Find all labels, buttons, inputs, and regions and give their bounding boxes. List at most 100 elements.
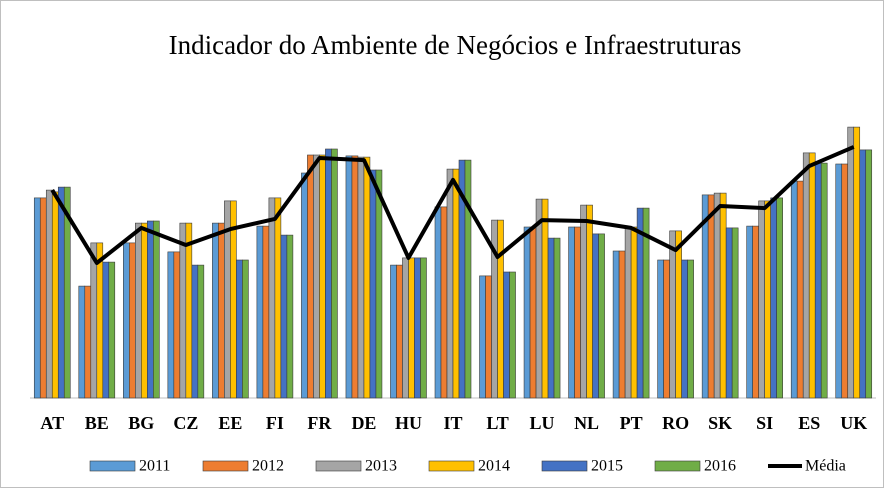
legend-swatch [428,460,475,472]
legend-swatch [315,460,362,472]
bar [357,156,365,399]
bar [452,168,460,399]
bar [153,220,160,399]
x-tick-label: LU [530,413,555,433]
bar [331,148,338,399]
bar [440,206,448,399]
bar [414,257,421,399]
bar [675,230,682,399]
bar [307,154,314,399]
bar [39,197,47,399]
bar [313,154,320,399]
legend-label: 2015 [591,458,623,475]
legend-swatch [541,460,588,472]
x-tick-label: IT [443,413,462,433]
average-line [50,145,855,265]
bar [90,242,98,399]
bar [553,237,561,399]
bar [351,155,359,399]
bar [268,197,276,399]
bar [523,226,531,399]
bar [102,261,110,399]
legend-swatch [89,460,136,472]
bar [796,180,804,399]
bar [657,259,664,399]
x-tick-label: NL [574,413,599,433]
bar [841,163,849,399]
bar [568,226,575,399]
bar [286,234,294,399]
bar [758,200,765,399]
x-tick-label: LT [486,413,508,433]
bar [663,259,670,399]
x-tick-label: DE [351,413,376,433]
bar [630,226,638,399]
x-tick-label: CZ [173,413,198,433]
chart-title: Indicador do Ambiente de Negócios e Infr… [169,30,742,60]
legend-swatch [654,460,701,472]
bar [179,222,187,399]
bar [446,168,454,399]
bar [212,222,219,399]
bar [96,242,104,399]
legend-label: 2011 [139,458,170,475]
bar [719,192,727,399]
bar [141,222,148,399]
bar [681,259,688,399]
bar [847,126,855,399]
bar [687,259,694,399]
x-tick-label: ES [798,413,820,433]
bar [390,264,397,399]
bar [280,234,288,399]
x-tick-label: BE [85,413,109,433]
bar [770,197,777,399]
x-tick-label: BG [128,413,154,433]
bar [57,186,65,399]
bar [713,192,721,399]
bar [618,250,626,399]
bar [598,233,605,399]
bar [731,227,739,399]
legend-label: 2012 [252,458,284,475]
bar [375,169,383,399]
bar [167,251,175,399]
bar [636,207,644,399]
bar [147,220,154,399]
bar [835,163,843,399]
bar [345,155,353,399]
bar [580,204,587,399]
bar [369,169,377,399]
bar [547,237,555,399]
bar [764,200,771,399]
bar [129,242,136,399]
x-tick-label: HU [395,413,422,433]
x-tick-label: AT [40,413,64,433]
bar [408,257,415,399]
bar [746,225,753,399]
bar [808,152,816,399]
bar [574,226,581,399]
bar [642,207,650,399]
x-tick-label: SI [756,413,773,433]
x-tick-label: EE [218,413,242,433]
bar [497,219,504,399]
bar [363,156,371,399]
bar [669,230,676,399]
bar [853,126,861,399]
bar [503,271,510,399]
x-tick-label: PT [620,413,643,433]
bar [325,148,332,399]
bar [859,149,867,399]
bar [612,250,620,399]
bar [485,275,492,399]
x-tick-label: UK [840,413,867,433]
bar [420,257,427,399]
legend-label: 2013 [365,458,397,475]
bar [464,159,472,399]
bar [84,285,92,399]
bar [218,222,225,399]
bar [108,261,116,399]
bar [509,271,516,399]
legend-label: Média [805,458,846,475]
